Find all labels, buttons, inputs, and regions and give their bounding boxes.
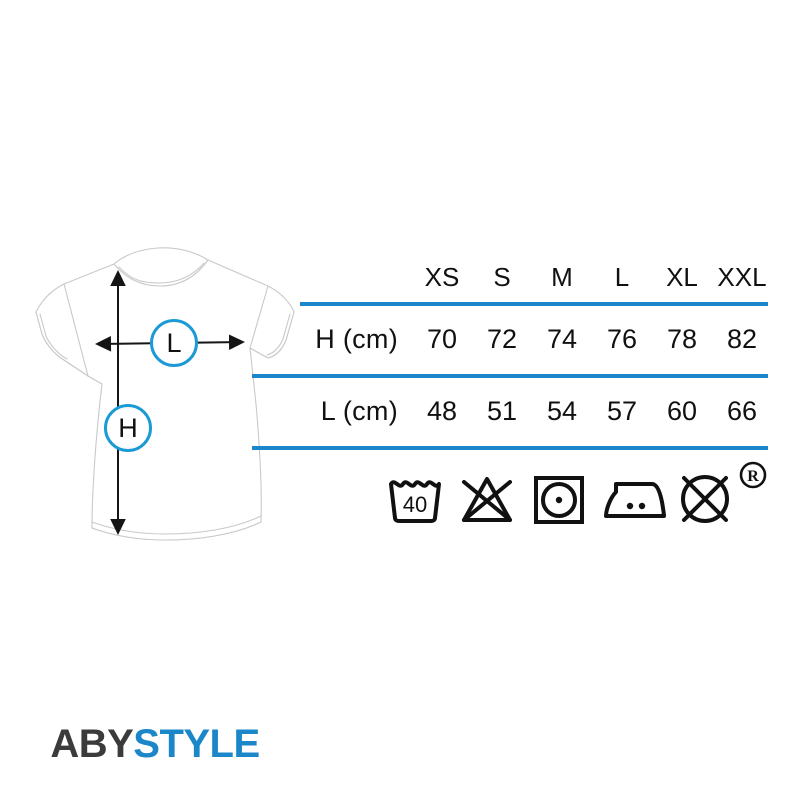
cell-h-xs: 70 [426,323,458,354]
cell-l-xxl: 66 [726,395,758,426]
table-rule-middle [252,374,768,378]
table-rule-bottom [252,446,768,450]
row-label-length: L (cm) [320,395,398,426]
measurement-badge-l: L [150,319,198,367]
table-row: L (cm) 48 51 54 57 60 66 [252,376,772,446]
cell-h-l: 76 [606,323,638,354]
cell-l-xl: 60 [666,395,698,426]
table-header-xl: XL [666,261,698,292]
t-shirt-illustration [18,244,308,554]
wash-temperature-label: 40 [403,492,427,517]
measurement-badge-h: H [104,404,152,452]
table-header-xxl: XXL [717,261,767,292]
logo-aby-text: ABY [50,722,134,766]
cell-h-xxl: 82 [726,323,758,354]
logo-style-text: STYLE [133,722,260,766]
cell-l-l: 57 [606,395,638,426]
logo-text: ABYSTYLE [50,724,259,764]
measurement-badge-h-label: H [118,412,138,443]
table-header-row: XS S M L XL XXL [252,252,772,302]
svg-text:R: R [747,468,759,485]
cell-l-xs: 48 [426,395,458,426]
do-not-dry-clean-icon [676,470,736,526]
registered-trademark-icon: R [738,460,768,495]
abystyle-logo: ABYSTYLE [28,717,282,771]
tumble-dry-icon [530,470,590,526]
table-rule-top [300,302,768,306]
do-not-bleach-icon [458,470,518,526]
table-header-l: L [614,261,630,292]
table-header-s: S [493,261,511,292]
care-symbols-row: 40 [386,461,776,546]
table-header-m: M [551,261,573,292]
wash-40-icon: 40 [386,470,446,526]
cell-l-s: 51 [486,395,518,426]
measurement-badge-l-label: L [166,327,182,358]
row-label-height: H (cm) [315,323,398,354]
cell-h-xl: 78 [666,323,698,354]
cell-h-s: 72 [486,323,518,354]
table-row: H (cm) 70 72 74 76 78 82 [252,304,772,374]
cell-h-m: 74 [546,323,578,354]
iron-two-dots-icon [602,470,668,526]
table-header-xs: XS [424,261,460,292]
cell-l-m: 54 [546,395,578,426]
